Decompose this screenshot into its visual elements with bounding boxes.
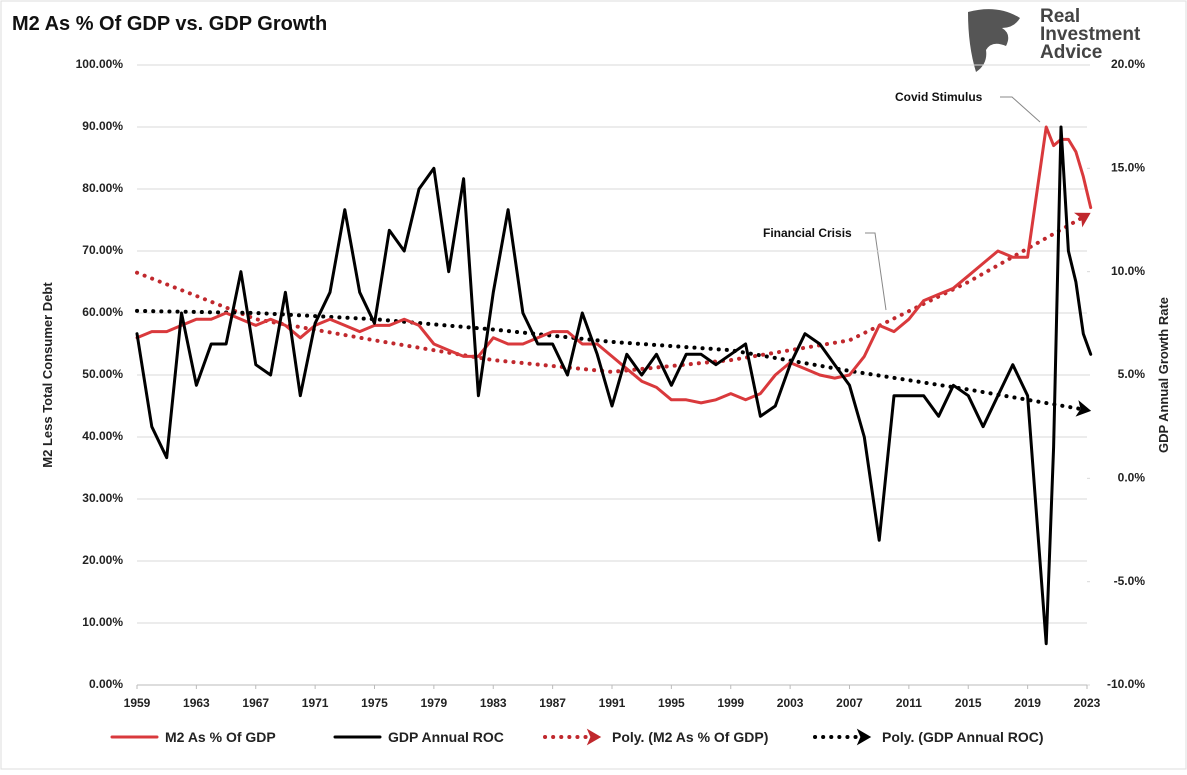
- y2-tick-label: -10.0%: [1107, 677, 1145, 691]
- annotation: Financial Crisis: [763, 226, 852, 240]
- y-tick-label: 0.00%: [89, 677, 123, 691]
- x-tick-label: 1959: [124, 696, 151, 710]
- x-tick-label: 1991: [599, 696, 626, 710]
- x-tick-label: 2003: [777, 696, 804, 710]
- y2-axis-label: GDP Annual Growth Rate: [1156, 297, 1171, 453]
- x-tick-label: 1967: [242, 696, 269, 710]
- logo-text: Real: [1040, 6, 1080, 27]
- y2-tick-label: -5.0%: [1114, 574, 1146, 588]
- logo-icon: [968, 9, 1020, 73]
- x-tick-label: 1971: [302, 696, 329, 710]
- series-line: [135, 125, 1093, 405]
- chart-title: M2 As % Of GDP vs. GDP Growth: [12, 13, 327, 35]
- x-tick-label: 1999: [717, 696, 744, 710]
- y2-tick-label: 15.0%: [1111, 161, 1145, 175]
- legend-label: Poly. (M2 As % Of GDP): [612, 729, 768, 745]
- logo: Real Investment Advice: [968, 6, 1141, 73]
- y-tick-label: 30.00%: [82, 491, 123, 505]
- x-tick-label: 1995: [658, 696, 685, 710]
- x-tick-label: 1983: [480, 696, 507, 710]
- y-tick-label: 20.00%: [82, 553, 123, 567]
- x-tick-label: 2023: [1074, 696, 1101, 710]
- legend-label: GDP Annual ROC: [388, 729, 504, 745]
- trend-line: [135, 212, 1091, 374]
- x-tick-label: 2019: [1014, 696, 1041, 710]
- annotation-leader: [1000, 96, 1041, 123]
- y2-tick-label: 5.0%: [1118, 367, 1146, 381]
- legend-item: Poly. (GDP Annual ROC): [813, 728, 1044, 746]
- logo-text: Advice: [1040, 42, 1102, 63]
- legend-item: GDP Annual ROC: [333, 729, 504, 745]
- y2-tick-label: 20.0%: [1111, 57, 1145, 71]
- x-tick-label: 1979: [421, 696, 448, 710]
- y-tick-label: 50.00%: [82, 367, 123, 381]
- legend-item: M2 As % Of GDP: [110, 729, 276, 745]
- y2-tick-label: 0.0%: [1118, 471, 1146, 485]
- y-tick-label: 40.00%: [82, 429, 123, 443]
- y-tick-label: 100.00%: [76, 57, 124, 71]
- y-tick-label: 10.00%: [82, 615, 123, 629]
- trend-line: [135, 308, 1092, 417]
- y-axis-label: M2 Less Total Consumer Debt: [40, 282, 55, 468]
- x-tick-label: 1987: [539, 696, 566, 710]
- x-tick-label: 2007: [836, 696, 863, 710]
- logo-text: Investment: [1040, 24, 1141, 45]
- annotation-leader: [865, 232, 887, 311]
- y2-tick-label: 10.0%: [1111, 264, 1145, 278]
- x-tick-label: 2015: [955, 696, 982, 710]
- y-tick-label: 60.00%: [82, 305, 123, 319]
- y-tick-label: 70.00%: [82, 243, 123, 257]
- series-line: [135, 125, 1093, 646]
- annotation: Covid Stimulus: [895, 90, 983, 104]
- x-tick-label: 2011: [896, 696, 922, 710]
- x-tick-label: 1963: [183, 696, 210, 710]
- legend-item: Poly. (M2 As % Of GDP): [543, 728, 768, 746]
- x-tick-label: 1975: [361, 696, 388, 710]
- y-tick-label: 80.00%: [82, 181, 123, 195]
- y-tick-label: 90.00%: [82, 119, 123, 133]
- legend-label: M2 As % Of GDP: [165, 729, 276, 745]
- legend-label: Poly. (GDP Annual ROC): [882, 729, 1044, 745]
